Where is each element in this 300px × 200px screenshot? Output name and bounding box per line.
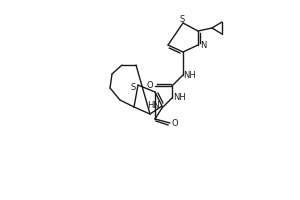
Text: N: N	[200, 40, 206, 49]
Text: O: O	[147, 82, 153, 90]
Text: S: S	[179, 15, 184, 23]
Text: O: O	[172, 118, 178, 128]
Text: NH: NH	[184, 71, 196, 79]
Text: HN: HN	[148, 102, 160, 110]
Text: S: S	[130, 82, 136, 92]
Text: NH: NH	[172, 94, 185, 102]
